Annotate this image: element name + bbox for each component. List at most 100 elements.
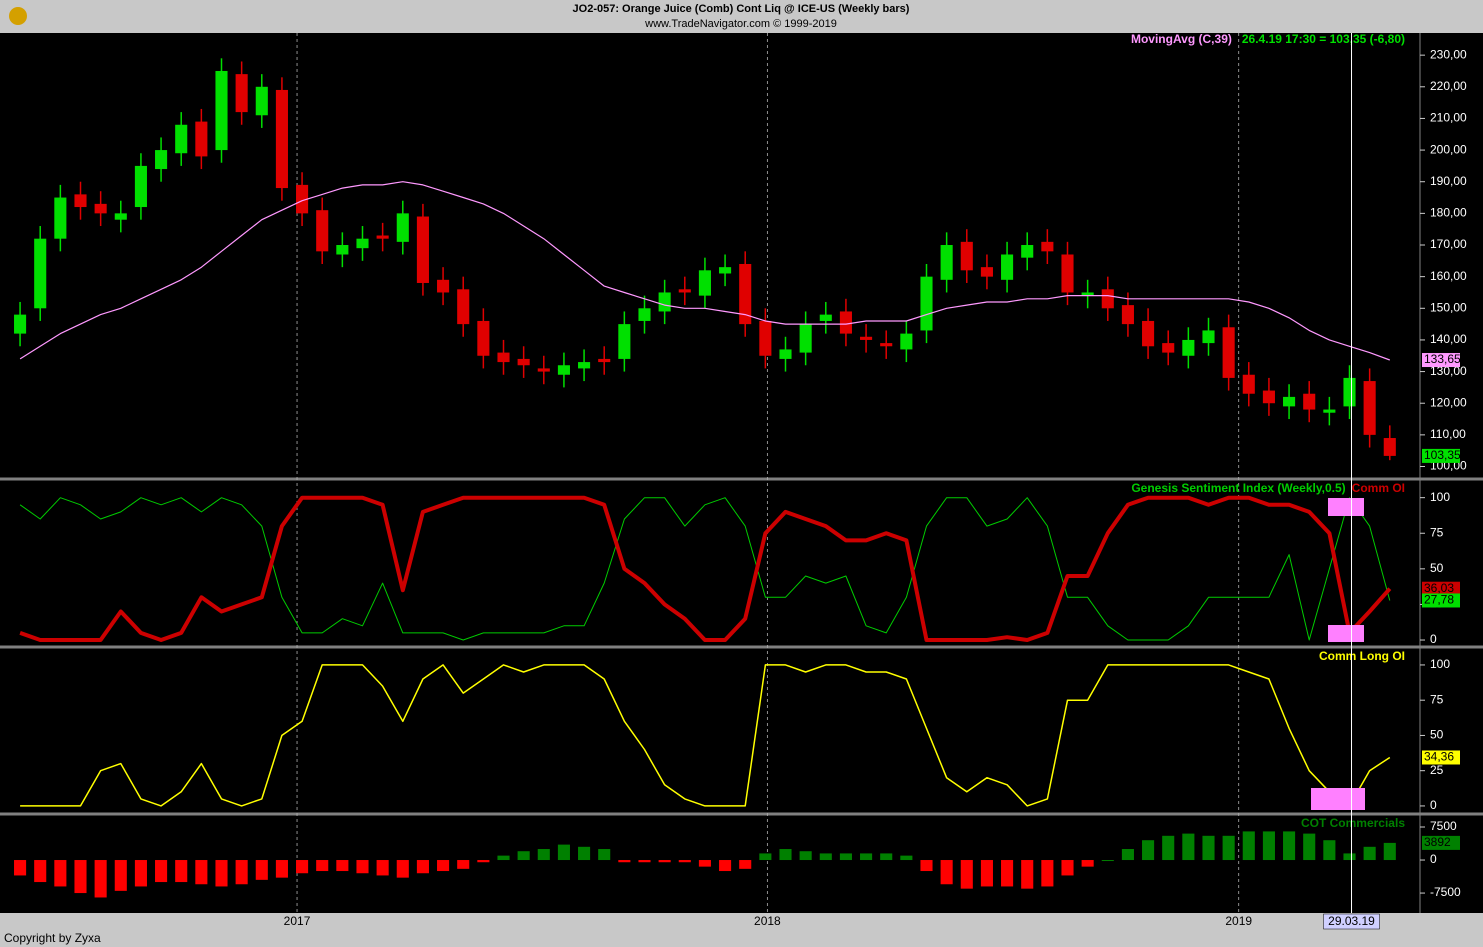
bar (497, 855, 510, 861)
candle-body (658, 292, 671, 312)
last-value-label: 133,65 (1424, 352, 1461, 366)
y-tick-label: 75 (1430, 525, 1444, 539)
candle-body (1061, 254, 1074, 293)
candle-body (598, 358, 611, 363)
bar (920, 860, 933, 872)
bar (1262, 831, 1275, 861)
line (19, 497, 1391, 641)
y-tick-label: 100 (1430, 490, 1450, 504)
bar (215, 860, 228, 887)
bar (598, 849, 611, 861)
y-tick-label: 230,00 (1430, 47, 1467, 61)
legend-entry: MovingAvg (C,39) (1131, 32, 1232, 46)
bar (839, 853, 852, 861)
bar (416, 860, 429, 874)
y-tick-label: 190,00 (1430, 174, 1467, 188)
y-tick-label: -7500 (1430, 885, 1461, 899)
y-tick-label: 110,00 (1430, 427, 1466, 441)
candle-body (195, 121, 208, 157)
chart-subtitle: www.TradeNavigator.com © 1999-2019 (644, 18, 837, 30)
candle-body (1383, 438, 1396, 456)
bar (1323, 840, 1336, 861)
candle-body (940, 245, 953, 280)
bar (860, 853, 873, 861)
bar (658, 860, 671, 863)
bar (1041, 860, 1054, 887)
last-value-label: 3892 (1424, 835, 1451, 849)
bar (1383, 842, 1396, 861)
candle-body (74, 194, 87, 208)
candle-body (759, 320, 772, 356)
y-tick-label: 150,00 (1430, 300, 1467, 314)
legend-entry: Genesis Sentiment Index (Weekly,0.5) (1131, 481, 1345, 495)
last-value-label: 36,03 (1424, 581, 1454, 595)
last-value-flag (1422, 593, 1460, 608)
bar (1343, 853, 1356, 861)
candle-body (698, 270, 711, 296)
x-tick-label: 2018 (754, 914, 781, 928)
bar (537, 849, 550, 861)
candle-body (1041, 241, 1054, 252)
y-tick-label: 50 (1430, 561, 1444, 575)
candle-body (819, 314, 832, 321)
candle-body (920, 276, 933, 331)
candle-body (497, 352, 510, 363)
candle-body (416, 216, 429, 283)
bar (799, 851, 812, 861)
candle-body (34, 238, 47, 309)
bar (1121, 849, 1134, 861)
bar (719, 860, 732, 872)
candle-body (1323, 409, 1336, 413)
candle-body (1222, 327, 1235, 378)
last-value-label: 34,36 (1424, 750, 1454, 764)
bar (819, 853, 832, 861)
bar (759, 853, 772, 861)
bar (517, 851, 530, 861)
bar (296, 860, 309, 874)
bar (356, 860, 369, 874)
candle-body (860, 336, 873, 340)
y-tick-label: 180,00 (1430, 206, 1467, 220)
line (20, 664, 1391, 807)
candle-body (235, 74, 248, 113)
plot-background (0, 33, 1483, 913)
bar (1202, 835, 1215, 861)
candle-body (517, 358, 530, 366)
cursor-label: 29.03.19 (1328, 914, 1375, 928)
y-tick-label: 120,00 (1430, 395, 1467, 409)
last-value-label: 103,35 (1424, 448, 1461, 462)
bar (376, 860, 389, 876)
bar (900, 855, 913, 861)
candle-body (1343, 377, 1356, 407)
legend-entry: Comm OI (1352, 481, 1405, 495)
candle-body (356, 238, 369, 249)
bar (235, 860, 248, 885)
bar (255, 860, 268, 880)
bar (477, 860, 490, 863)
candle-body (175, 124, 188, 154)
candle-body (618, 324, 631, 359)
candle-body (437, 279, 450, 293)
bar (557, 844, 570, 861)
candle-body (900, 333, 913, 350)
y-tick-label: 75 (1430, 692, 1444, 706)
bar (1303, 833, 1316, 861)
bar (1061, 860, 1074, 876)
bar (1283, 831, 1296, 861)
candle-body (1081, 292, 1094, 296)
candle-body (296, 184, 309, 214)
candle-body (1162, 343, 1175, 353)
candle-body (537, 368, 550, 372)
candle-body (1303, 393, 1316, 410)
bar (1142, 840, 1155, 861)
candle-body (477, 320, 490, 356)
bar (437, 860, 450, 872)
bar (940, 860, 953, 885)
bar (74, 860, 87, 894)
last-value-flag (1422, 581, 1460, 596)
legend-entry: Comm Long OI (1319, 649, 1405, 663)
candle-body (980, 267, 993, 277)
bar (14, 860, 27, 876)
candle-body (779, 349, 792, 359)
